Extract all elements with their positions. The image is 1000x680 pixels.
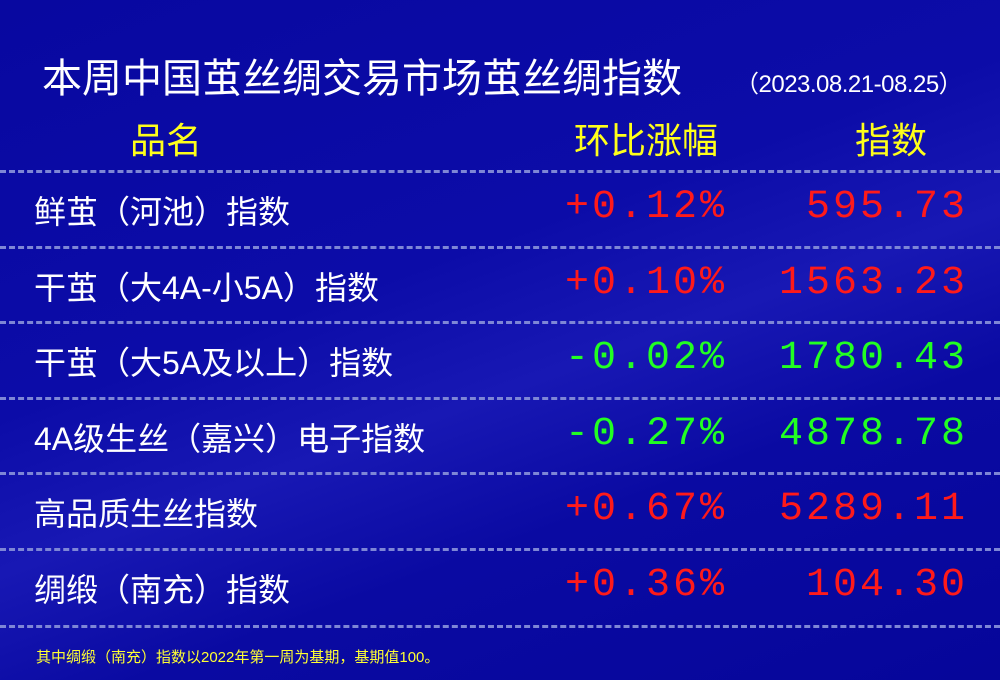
row-change: -0.02% [565,336,728,381]
date-range: （2023.08.21-08.25） [735,71,963,98]
row-change: +0.10% [565,261,728,306]
row-index-value: 1780.43 [778,336,968,381]
row-divider [0,625,1000,628]
row-index-value: 595.73 [805,185,968,230]
row-name: 绸缎（南充）指数 [34,572,291,608]
row-name: 鲜茧（河池）指数 [34,194,291,230]
row-divider [0,321,1000,324]
page-title: 本周中国茧丝绸交易市场茧丝绸指数 [42,57,682,101]
row-name: 高品质生丝指数 [34,496,259,532]
column-header-index: 指数 [855,120,928,161]
row-name: 4A级生丝（嘉兴）电子指数 [34,421,426,457]
row-divider [0,397,1000,400]
row-divider [0,170,1000,173]
row-index-value: 1563.23 [778,261,968,306]
row-name: 干茧（大5A及以上）指数 [34,345,394,381]
footnote: 其中绸缎（南充）指数以2022年第一周为基期，基期值100。 [36,649,440,666]
row-change: +0.36% [565,563,728,608]
column-header-name: 品名 [130,120,203,161]
row-index-value: 5289.11 [778,487,968,532]
row-change: +0.67% [565,487,728,532]
row-divider [0,472,1000,475]
row-index-value: 4878.78 [778,412,968,457]
column-header-change: 环比涨幅 [574,120,719,161]
row-change: +0.12% [565,185,728,230]
row-index-value: 104.30 [805,563,968,608]
row-change: -0.27% [565,412,728,457]
row-divider [0,548,1000,551]
row-name: 干茧（大4A-小5A）指数 [34,270,379,306]
row-divider [0,246,1000,249]
